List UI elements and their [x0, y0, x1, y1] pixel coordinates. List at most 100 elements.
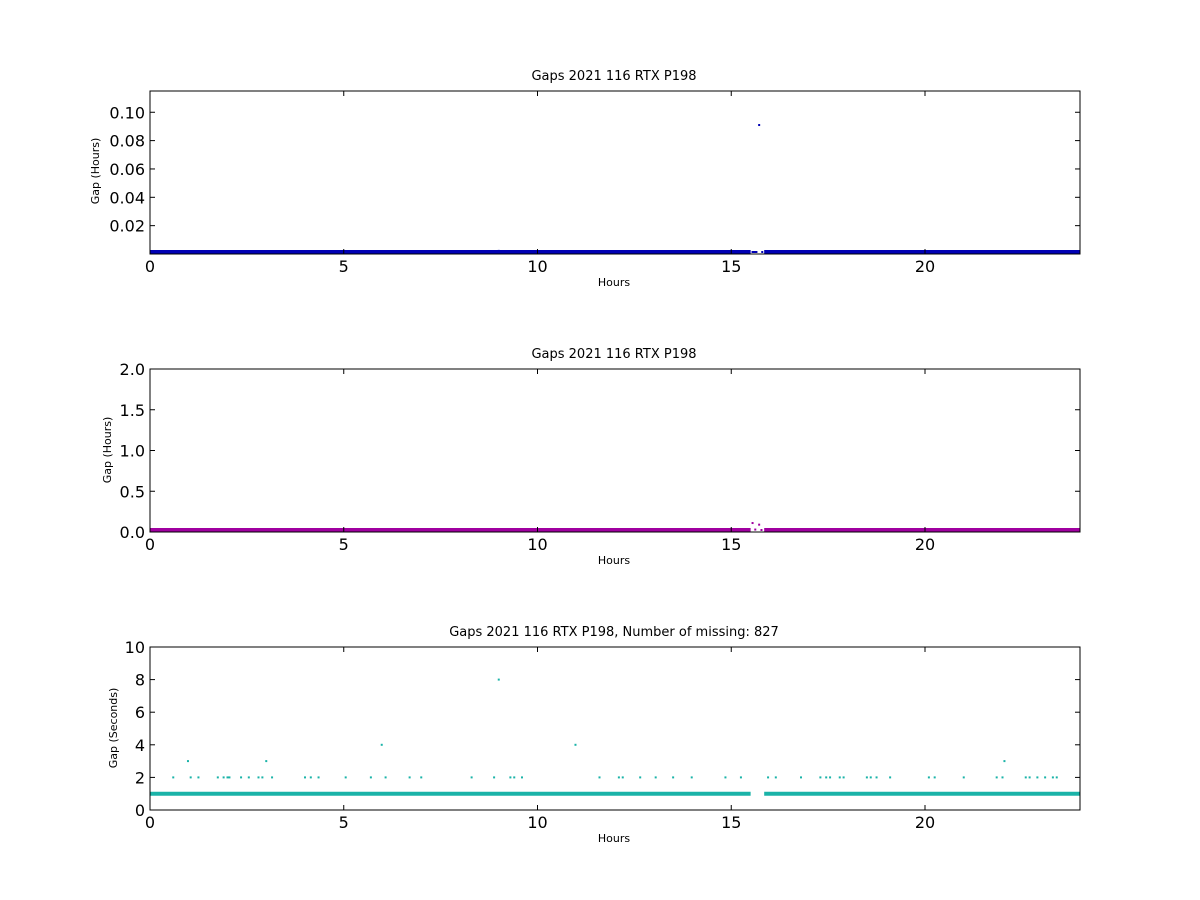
data-point: [761, 251, 764, 253]
y-tick-label: 0: [135, 801, 145, 820]
panel-2-ylabel: Gap (Hours): [101, 417, 114, 484]
data-point: [317, 776, 320, 779]
data-point: [639, 776, 642, 779]
data-point: [216, 776, 219, 779]
x-tick-label: 5: [339, 257, 349, 276]
x-tick-label: 10: [527, 257, 547, 276]
data-point: [257, 776, 260, 779]
data-point: [654, 776, 657, 779]
data-point: [513, 776, 516, 779]
x-tick-label: 15: [721, 257, 741, 276]
data-point: [755, 251, 758, 253]
panel-1: Gaps 2021 116 RTX P198 Hours Gap (Hours)…: [89, 69, 1081, 289]
panel-3-ticks: 0 5 10 15 20 0 2 4 6 8 10: [125, 638, 1080, 832]
panel-2-ticks: 0 5 10 15 20 0.0 0.5 1.0 1.5 2.0: [120, 360, 1080, 554]
data-point: [186, 760, 189, 763]
x-tick-label: 0: [145, 257, 155, 276]
x-tick-label: 20: [915, 257, 935, 276]
panel-1-frame: [149, 90, 1081, 255]
y-tick-label: 6: [135, 703, 145, 722]
data-point: [384, 776, 387, 779]
data-point: [271, 776, 274, 779]
panel-1-ticks: 0 5 10 15 20 0.02 0.04 0.06 0.08 0.10: [109, 91, 1080, 276]
panel-3-marks: [150, 678, 1080, 796]
panel-2-xlabel: Hours: [598, 554, 630, 567]
data-point: [574, 743, 577, 746]
y-tick-label: 0.5: [120, 482, 145, 501]
panel-1-ylabel: Gap (Hours): [89, 138, 102, 205]
data-point: [927, 776, 930, 779]
data-point: [690, 776, 693, 779]
panel-2-frame: [149, 368, 1081, 533]
panel-3: Gaps 2021 116 RTX P198, Number of missin…: [107, 625, 1081, 845]
data-point: [739, 776, 742, 779]
data-point: [197, 776, 200, 779]
data-point: [1044, 776, 1047, 779]
x-tick-label: 0: [145, 813, 155, 832]
data-point: [1036, 776, 1039, 779]
data-point: [598, 776, 601, 779]
x-tick-label: 15: [721, 813, 741, 832]
panel-1-title: Gaps 2021 116 RTX P198: [531, 69, 696, 84]
y-tick-label: 1.0: [120, 442, 145, 461]
data-point: [1028, 776, 1031, 779]
data-point: [829, 776, 832, 779]
data-point: [497, 249, 500, 252]
data-point: [261, 776, 264, 779]
data-point: [774, 776, 777, 779]
data-point: [933, 776, 936, 779]
x-tick-label: 10: [527, 813, 547, 832]
data-point: [189, 776, 192, 779]
data-point: [1003, 760, 1006, 763]
x-tick-label: 10: [527, 535, 547, 554]
data-point: [621, 776, 624, 779]
y-tick-label: 8: [135, 671, 145, 690]
data-point: [800, 776, 802, 779]
y-tick-label: 2: [135, 768, 145, 787]
data-point: [672, 776, 675, 779]
data-point: [995, 776, 998, 779]
data-point: [819, 776, 822, 779]
y-tick-label: 0.10: [109, 103, 145, 122]
data-point: [304, 776, 306, 779]
data-point: [309, 776, 312, 779]
data-point: [842, 776, 845, 779]
data-point: [226, 776, 229, 779]
data-point: [751, 522, 754, 525]
x-tick-label: 20: [915, 813, 935, 832]
data-point: [869, 776, 872, 779]
data-point: [497, 678, 500, 681]
data-point: [265, 760, 268, 763]
y-tick-label: 10: [125, 638, 145, 657]
data-point: [380, 743, 383, 746]
data-point: [470, 776, 473, 779]
data-point: [825, 776, 828, 779]
data-point: [724, 776, 727, 779]
y-tick-label: 0.04: [109, 188, 145, 207]
data-point: [493, 776, 496, 779]
data-point: [1001, 776, 1004, 779]
data-point: [753, 251, 756, 253]
data-point: [509, 776, 512, 779]
data-point: [758, 523, 761, 526]
panel-3-title: Gaps 2021 116 RTX P198, Number of missin…: [449, 625, 779, 640]
y-tick-label: 1.5: [120, 401, 145, 420]
data-point: [521, 776, 523, 779]
y-tick-label: 0.08: [109, 132, 145, 151]
data-point: [240, 776, 243, 779]
x-tick-label: 0: [145, 535, 155, 554]
data-point: [172, 776, 175, 779]
data-point: [408, 776, 411, 779]
data-point: [420, 776, 423, 779]
data-point: [751, 251, 754, 253]
data-point: [1055, 776, 1058, 779]
data-point: [758, 124, 761, 127]
panel-1-xlabel: Hours: [598, 276, 630, 289]
data-point: [344, 776, 347, 779]
panel-2-marks: [150, 522, 1080, 532]
data-point: [760, 529, 763, 531]
data-point: [247, 776, 250, 779]
data-point: [889, 776, 892, 779]
